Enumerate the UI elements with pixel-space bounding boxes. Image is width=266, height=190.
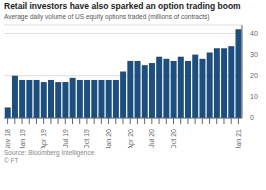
html-text:Average daily volume of US equ: Average daily volume of US equity option… [4, 12, 210, 20]
svg-text:Apr 19: Apr 19 [40, 129, 48, 148]
svg-text:20: 20 [250, 72, 258, 79]
svg-text:Jan 19: Jan 19 [19, 129, 26, 148]
svg-text:Nov 18: Nov 18 [8, 129, 11, 148]
svg-text:Apr 20: Apr 20 [127, 129, 135, 148]
svg-text:Jan 20: Jan 20 [105, 129, 112, 148]
html-text:Source: Bloomberg Intelligence: Source: Bloomberg Intelligence © FT [4, 149, 95, 164]
svg-text:Jan 21: Jan 21 [235, 129, 242, 148]
svg-text:30: 30 [250, 51, 258, 58]
svg-text:0: 0 [250, 115, 254, 122]
svg-text:Oct 20: Oct 20 [170, 129, 177, 148]
html-text:Retail investors have also spa: Retail investors have also sparked an op… [4, 1, 241, 11]
svg-text:40: 40 [250, 30, 258, 37]
svg-text:Jul 20: Jul 20 [148, 129, 155, 148]
svg-text:Jul 19: Jul 19 [62, 129, 69, 148]
svg-text:10: 10 [250, 94, 258, 101]
svg-text:Oct 19: Oct 19 [83, 129, 90, 148]
